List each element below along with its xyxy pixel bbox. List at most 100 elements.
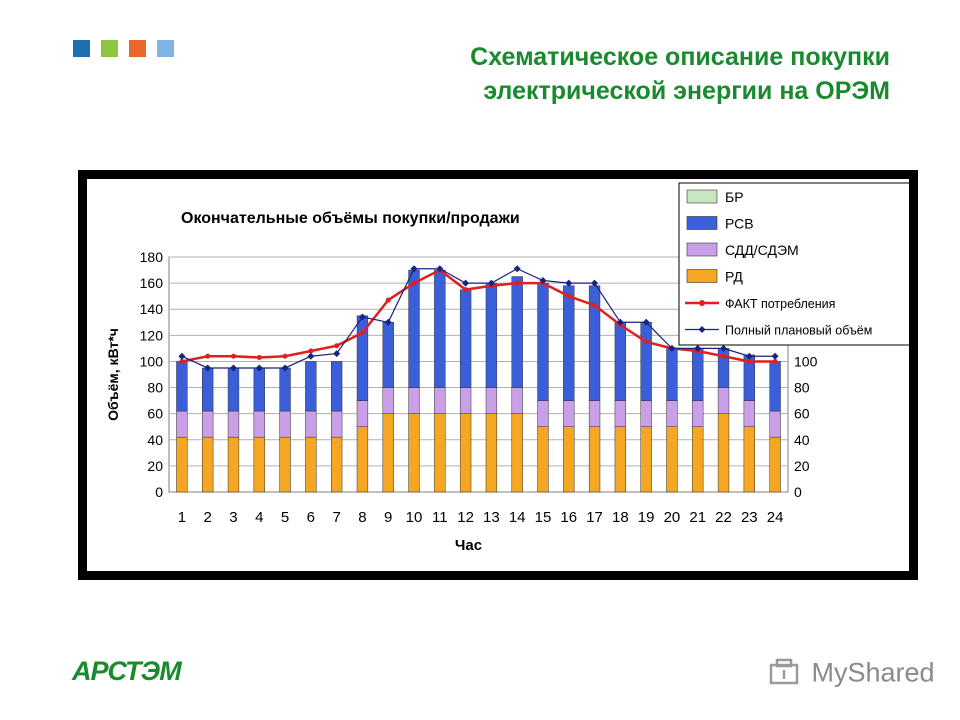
y-tick-label: 160 [140, 275, 164, 291]
x-tick-label: 5 [281, 509, 289, 526]
y2-tick-label: 100 [794, 353, 818, 369]
legend-label: РД [725, 269, 743, 285]
bar-segment [743, 426, 755, 493]
point-fact [308, 348, 314, 354]
x-tick-label: 3 [229, 509, 237, 526]
bar-segment [253, 436, 265, 493]
bar-segment [563, 285, 575, 401]
legend-swatch [686, 269, 718, 283]
bar-segment [511, 276, 523, 388]
bar-segment [202, 410, 214, 438]
chart-frame: 0020204040606080801001001201201401401601… [78, 170, 918, 580]
watermark: MyShared [768, 656, 935, 689]
bar-segment [176, 436, 188, 493]
point-plan [410, 265, 418, 273]
legend-label: ФАКТ потребления [725, 297, 835, 311]
bar-segment [614, 426, 627, 493]
legend-marker [698, 326, 706, 333]
point-fact [385, 297, 391, 303]
x-tick-label: 24 [767, 509, 784, 526]
legend-label: БР [725, 189, 744, 205]
point-fact [721, 353, 727, 359]
bar-segment [563, 400, 575, 427]
y-tick-label: 120 [140, 327, 164, 343]
bar-segment [563, 426, 575, 493]
bar-segment [330, 436, 343, 493]
y2-tick-label: 80 [794, 380, 810, 396]
y-tick-label: 80 [147, 380, 163, 396]
bar-segment [588, 400, 601, 427]
y-tick-label: 0 [155, 484, 163, 500]
legend-swatch [686, 242, 718, 257]
bar-segment [485, 413, 498, 493]
bar-segment [253, 410, 265, 438]
x-tick-label: 2 [204, 509, 212, 526]
bar-segment [279, 436, 291, 493]
point-plan [358, 313, 366, 321]
bar-segment [227, 410, 240, 438]
y-tick-label: 20 [147, 458, 163, 474]
point-plan [307, 352, 315, 360]
bar-segment [408, 387, 420, 414]
y-tick-label: 180 [140, 249, 164, 265]
watermark-icon [769, 658, 799, 685]
bar-segment [614, 400, 627, 427]
point-plan [771, 352, 779, 360]
x-tick-label: 20 [664, 509, 681, 526]
legend-label: СДД/СДЭМ [725, 242, 799, 258]
bar-segment [485, 387, 498, 414]
bar-segment [640, 426, 652, 493]
bar-segment [692, 348, 704, 401]
bar-segment [176, 361, 188, 412]
legend-label: Полный плановый объём [725, 324, 872, 338]
point-fact [643, 339, 649, 345]
x-tick-label: 1 [178, 509, 186, 526]
point-fact [282, 353, 288, 359]
bar-segment [382, 387, 394, 414]
decor-square-2 [101, 40, 118, 57]
point-plan [720, 344, 728, 352]
point-fact [772, 358, 778, 364]
bar-segment [511, 413, 523, 493]
bar-segment [253, 367, 265, 412]
series-line-plan [181, 268, 776, 369]
x-tick-label: 18 [612, 509, 629, 526]
bar-segment [640, 322, 652, 401]
x-tick-label: 19 [638, 509, 655, 526]
decor-square-1 [73, 40, 90, 57]
point-plan [229, 364, 237, 372]
point-plan [333, 350, 341, 358]
point-fact [566, 293, 572, 299]
bar-segment [459, 387, 472, 414]
bar-segment [459, 289, 472, 388]
x-axis-label: Час [455, 537, 482, 554]
chart-area: 0020204040606080801001001201201401401601… [87, 179, 909, 571]
point-plan [513, 265, 521, 273]
point-fact [334, 343, 340, 349]
x-tick-label: 17 [586, 509, 603, 526]
legend-swatch [686, 216, 718, 230]
x-tick-label: 12 [457, 509, 474, 526]
legend-label: РСВ [725, 216, 754, 232]
y-tick-label: 100 [140, 353, 164, 369]
bar-segment [279, 410, 291, 438]
point-fact [179, 358, 185, 364]
slide-title: Схематическое описание покупки электриче… [290, 40, 890, 108]
bar-segment [382, 413, 394, 493]
bar-segment [537, 426, 549, 493]
bar-segment [227, 367, 240, 412]
bar-segment [305, 436, 317, 493]
point-plan [462, 279, 470, 287]
x-tick-label: 15 [535, 509, 552, 526]
y-tick-label: 40 [147, 432, 163, 448]
y2-tick-label: 0 [794, 484, 802, 500]
point-plan [539, 277, 547, 284]
x-tick-label: 4 [255, 509, 263, 526]
y2-tick-label: 40 [794, 432, 810, 448]
point-fact [411, 280, 417, 286]
point-plan [745, 352, 753, 360]
bar-segment [305, 410, 317, 438]
y-tick-label: 140 [140, 301, 164, 317]
bar-segment [459, 413, 472, 493]
bar-segment [330, 361, 343, 412]
